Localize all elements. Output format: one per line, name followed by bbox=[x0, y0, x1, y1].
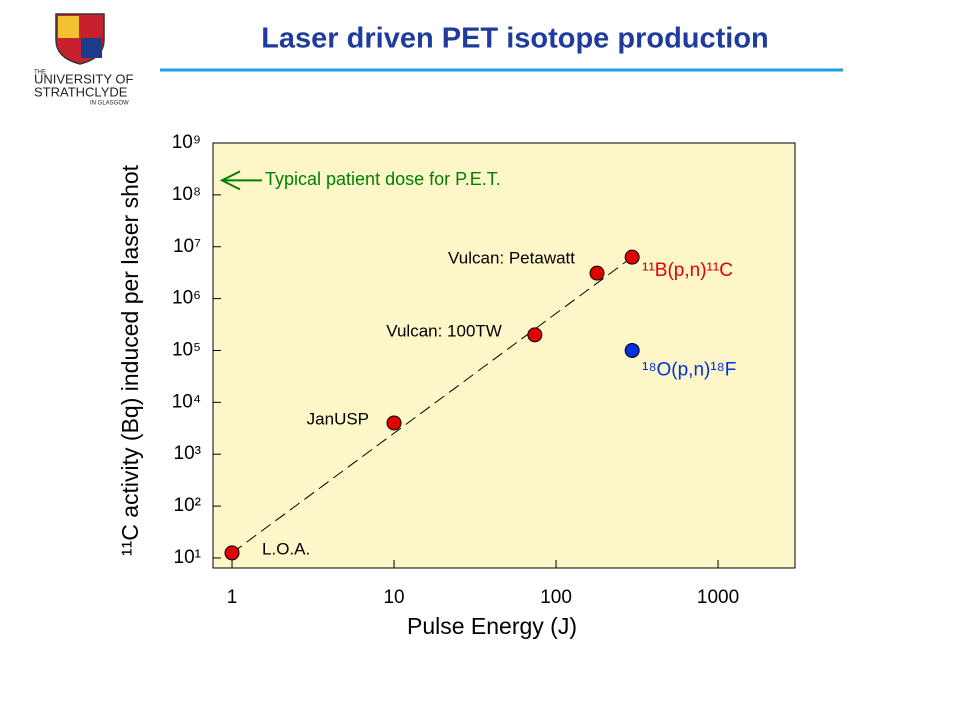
data-point bbox=[224, 545, 240, 561]
logo-quarter bbox=[58, 16, 79, 38]
data-point bbox=[624, 249, 640, 265]
logo-text: UNIVERSITY OF bbox=[34, 71, 134, 86]
y-tick-label: 10² bbox=[174, 495, 201, 516]
y-tick-label: 10⁸ bbox=[172, 184, 201, 205]
y-tick-label: 10¹ bbox=[174, 547, 201, 568]
annotation: Typical patient dose for P.E.T. bbox=[265, 169, 501, 189]
y-tick-label: 10⁵ bbox=[172, 339, 201, 360]
point-label: Vulcan: 100TW bbox=[386, 321, 502, 340]
y-tick-label: 10⁴ bbox=[172, 391, 201, 412]
trend-line bbox=[231, 256, 633, 554]
logo: THE UNIVERSITY OF STRATHCLYDE IN GLASGOW bbox=[34, 13, 134, 107]
x-tick-label: 1 bbox=[227, 587, 238, 608]
x-tick-label: 10 bbox=[383, 587, 404, 608]
data-point bbox=[624, 342, 640, 358]
point-label: JanUSP bbox=[307, 409, 369, 428]
point-label: Vulcan: Petawatt bbox=[448, 249, 575, 268]
logo-text: IN GLASGOW bbox=[90, 101, 129, 107]
chart: 10¹ 10² 10³ 10⁴ 10⁵ 10⁶ 10⁷ 10⁸ 10⁹ 1 10 100 1000 Pul… bbox=[117, 132, 796, 639]
data-point bbox=[386, 415, 402, 431]
y-tick-label: 10⁹ bbox=[172, 132, 201, 153]
slide-title: Laser driven PET isotope production bbox=[261, 23, 769, 55]
y-tick-label: 10⁶ bbox=[172, 288, 201, 309]
y-axis-label: ¹¹C activity (Bq) induced per laser shot bbox=[117, 164, 143, 556]
y-tick-label: 10⁷ bbox=[173, 236, 201, 257]
plot-area bbox=[212, 142, 796, 569]
x-tick-label: 100 bbox=[540, 587, 572, 608]
series-label: ¹¹B(p,n)¹¹C bbox=[642, 260, 733, 281]
data-point bbox=[527, 327, 543, 343]
data-point bbox=[589, 265, 605, 281]
annotation-arrow bbox=[219, 170, 262, 191]
y-tick-label: 10³ bbox=[174, 443, 201, 464]
point-label: L.O.A. bbox=[262, 539, 310, 558]
series-label: ¹⁸O(p,n)¹⁸F bbox=[642, 359, 736, 380]
logo-text: STRATHCLYDE bbox=[34, 84, 128, 99]
x-tick-label: 1000 bbox=[697, 587, 739, 608]
logo-quarter bbox=[81, 38, 102, 58]
x-axis-label: Pulse Energy (J) bbox=[407, 613, 577, 639]
logo-text: THE bbox=[34, 70, 46, 76]
